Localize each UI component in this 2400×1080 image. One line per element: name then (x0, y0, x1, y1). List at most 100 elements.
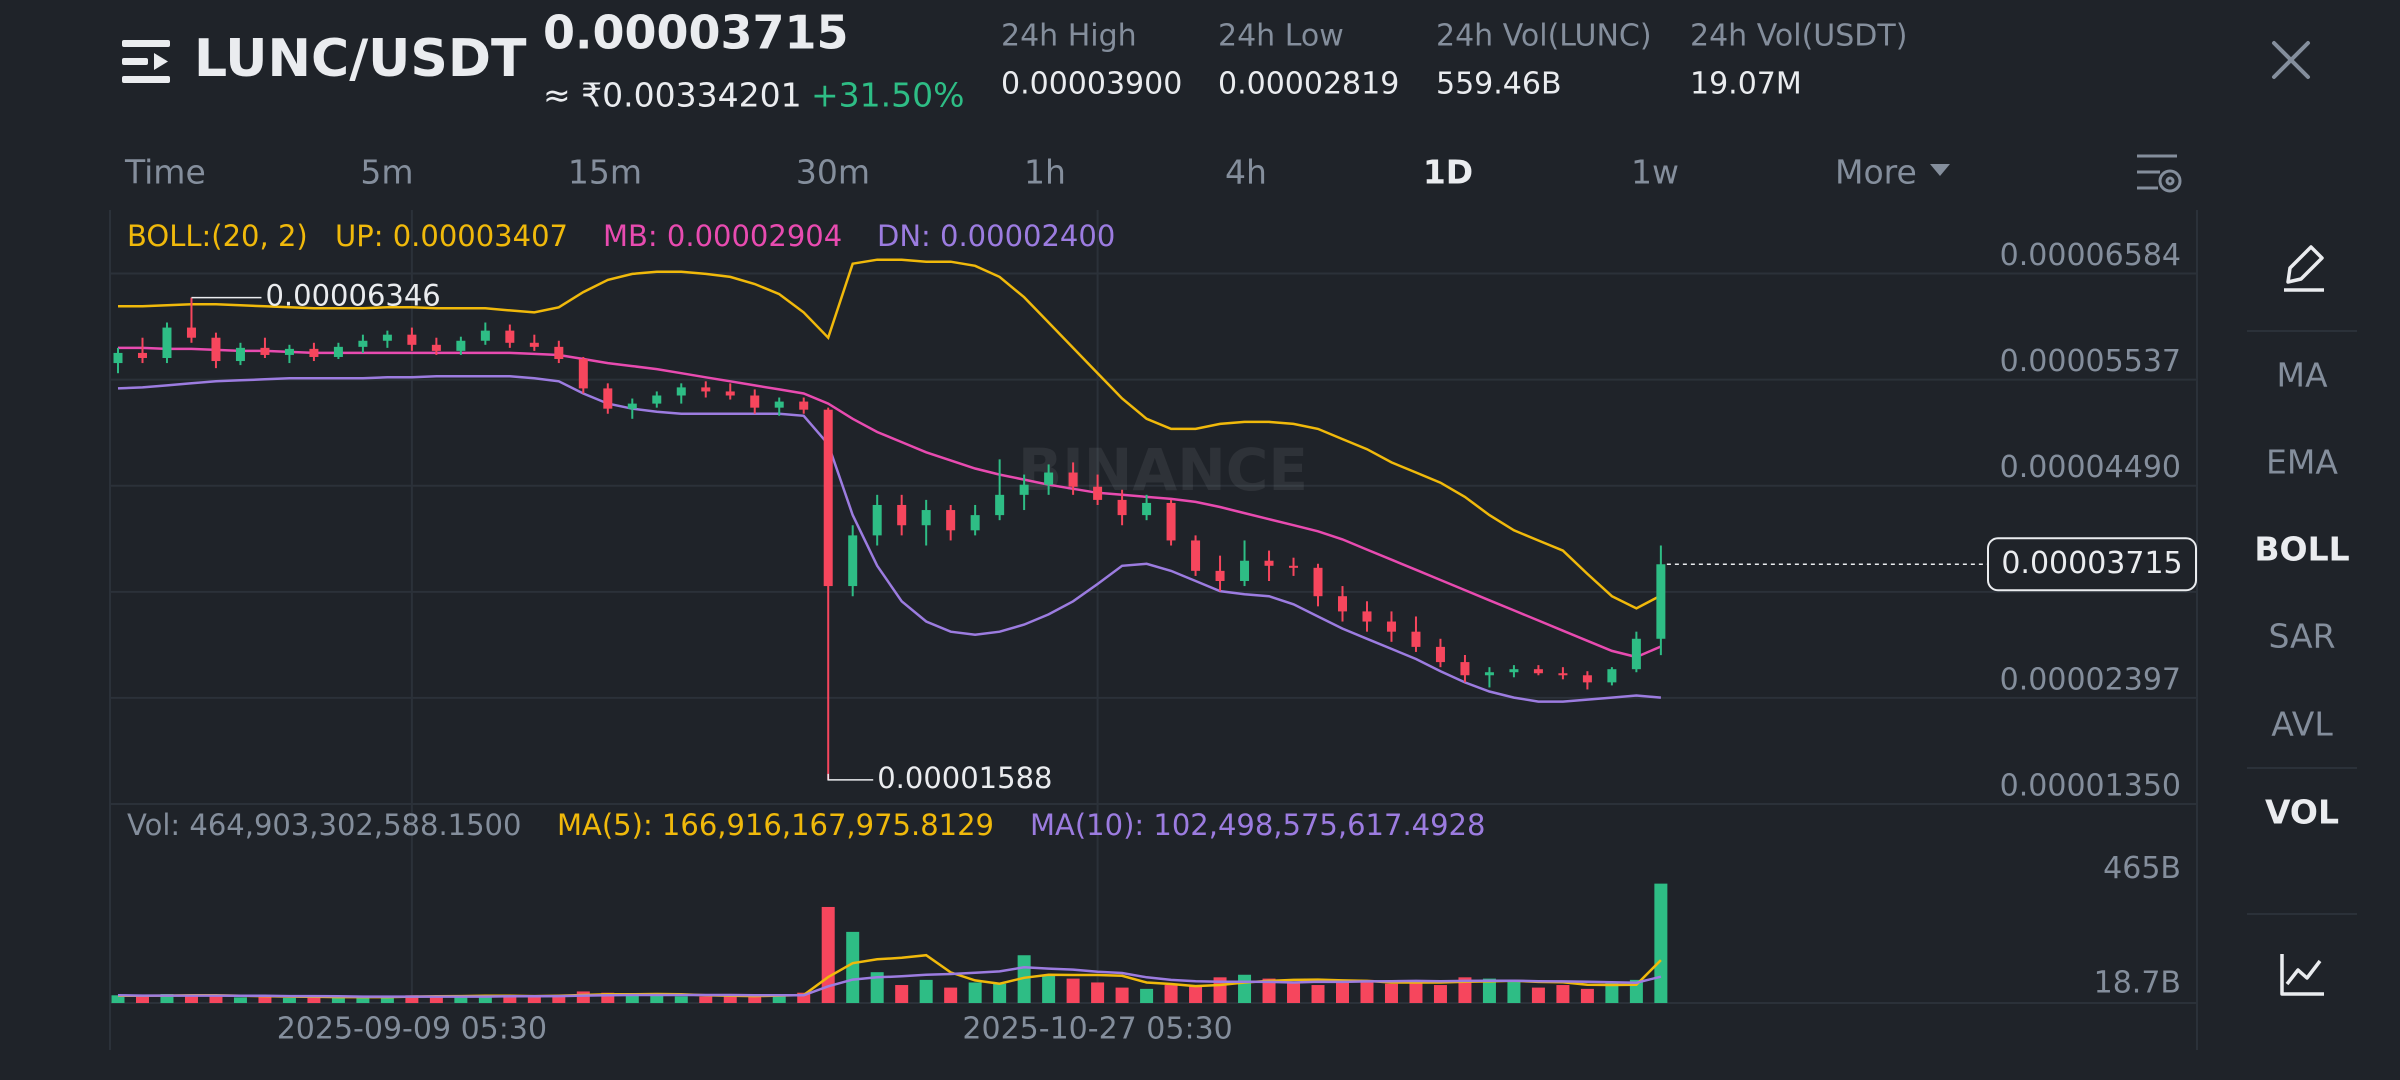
volume-bar (503, 995, 517, 1003)
candle-body (1558, 673, 1568, 676)
candle-body (1019, 484, 1029, 495)
interval-tab[interactable]: 1h (1024, 153, 1066, 192)
chart-type-icon[interactable] (2280, 954, 2324, 996)
volume-bar (699, 996, 713, 1003)
interval-tab[interactable]: 15m (568, 153, 642, 192)
volume-bar (1654, 883, 1668, 1003)
volume-bar (1531, 987, 1545, 1003)
current-price-label: 0.00003715 (2001, 546, 2182, 581)
indicator-button[interactable]: VOL (2265, 793, 2339, 832)
price-change: +31.50% (811, 76, 964, 115)
volume-bar (870, 972, 884, 1003)
interval-tab[interactable]: Time (124, 153, 206, 192)
volume-bar (160, 994, 174, 1003)
indicator-button[interactable]: AVL (2271, 705, 2333, 744)
boll-line (118, 346, 1662, 659)
interval-tab[interactable]: 30m (796, 153, 870, 192)
indicator-button[interactable]: BOLL (2254, 530, 2349, 569)
candle-body (137, 352, 147, 358)
volume-bar (1556, 985, 1570, 1003)
volume-bar (601, 992, 615, 1003)
volume-bar (1580, 988, 1594, 1003)
dropdown-arrow[interactable] (1930, 164, 1950, 176)
volume-bar (1238, 974, 1252, 1003)
candle-body (1068, 472, 1078, 487)
menu-icon[interactable] (122, 40, 170, 83)
candle-body (1435, 646, 1445, 663)
candle-body (554, 346, 564, 360)
interval-tab[interactable]: More (1835, 153, 1917, 192)
indicator-button[interactable]: SAR (2268, 617, 2335, 656)
candle-body (235, 347, 245, 362)
volume-bar (1189, 986, 1203, 1003)
candle-body (1191, 540, 1201, 571)
candle-body (1411, 631, 1421, 647)
candle-body (578, 359, 588, 389)
pair-name[interactable]: LUNC/USDT (194, 29, 527, 89)
candle-body (774, 401, 784, 408)
volume-bar (846, 931, 860, 1003)
candle-body (1656, 564, 1666, 639)
volume-bar (552, 995, 566, 1003)
candle-body (725, 391, 735, 396)
candle-body (872, 504, 882, 536)
candle-body (358, 340, 368, 347)
chart-settings-icon[interactable] (2137, 154, 2182, 193)
candle-body (1533, 669, 1543, 674)
candle-body (1117, 499, 1127, 516)
legend-entry: MA(10): 102,498,575,617.4928 (1030, 808, 1485, 842)
volume-bar (331, 996, 345, 1003)
candle-body (627, 403, 637, 409)
volume-bar (968, 982, 982, 1003)
volume-bar (1507, 981, 1521, 1003)
current-price-box (1987, 537, 2197, 592)
volume-bar (1336, 981, 1349, 1003)
volume-bar (674, 996, 688, 1003)
volume-bar (625, 995, 639, 1003)
candle-body (1044, 472, 1054, 485)
volume-tick-label: 18.7B (2094, 966, 2181, 1001)
volume-bar (993, 983, 1007, 1003)
volume-bar (454, 996, 468, 1003)
volume-bar (1042, 974, 1056, 1003)
candle-body (407, 334, 417, 345)
pencil-icon[interactable] (2284, 245, 2324, 292)
interval-tab[interactable]: 1w (1631, 153, 1679, 192)
indicator-button[interactable]: EMA (2266, 443, 2338, 482)
indicator-button[interactable]: MA (2276, 356, 2327, 395)
candle-body (1289, 565, 1299, 568)
candle-body (1607, 669, 1617, 683)
candle-body (603, 388, 613, 409)
candle-body (1631, 638, 1641, 670)
candle-body (823, 409, 833, 587)
candle-body (799, 401, 809, 410)
interval-tab[interactable]: 1D (1423, 153, 1473, 192)
volume-bar (233, 997, 247, 1003)
low-annotation: 0.00001588 (877, 761, 1052, 795)
interval-tab[interactable]: 4h (1225, 153, 1267, 192)
volume-bar (1458, 977, 1472, 1003)
candle-body (1215, 570, 1225, 581)
volume-bar (1066, 978, 1080, 1003)
close-button[interactable] (2272, 41, 2310, 79)
volume-bar (723, 995, 737, 1003)
y-tick-label: 0.00005537 (2000, 344, 2181, 379)
candle-body (897, 504, 907, 526)
candle-body (1313, 567, 1323, 597)
y-tick-label: 0.00004490 (2000, 450, 2181, 485)
watermark: BINANCE (1018, 436, 1308, 504)
interval-tab[interactable]: 5m (360, 153, 413, 192)
legend-entry: MA(5): 166,916,167,975.8129 (557, 808, 994, 842)
volume-bar (772, 994, 786, 1003)
volume-bar (895, 985, 909, 1003)
candle-body (1166, 502, 1176, 541)
indicator-label: BOLL:(20, 2) (127, 219, 308, 253)
candle-body (113, 352, 123, 364)
stat-label: 24h Low (1218, 19, 1344, 54)
volume-bar (944, 987, 958, 1003)
last-price: 0.00003715 (543, 6, 849, 60)
volume-bar (429, 995, 443, 1003)
volume-bar (748, 995, 762, 1003)
candle-body (1240, 560, 1250, 581)
